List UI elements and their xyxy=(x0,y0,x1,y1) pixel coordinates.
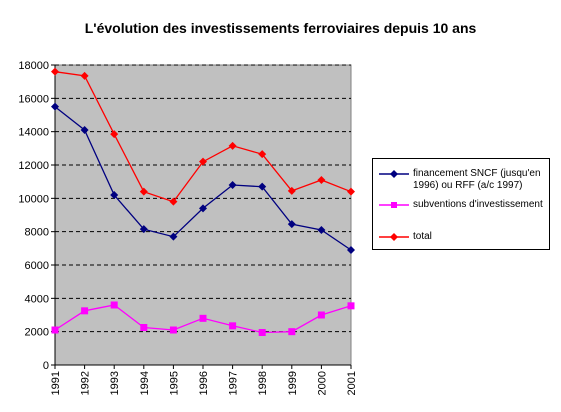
data-point-2-2000 xyxy=(317,176,326,184)
y-tick-label-8000: 8000 xyxy=(25,227,49,239)
x-tick-label-1994: 1994 xyxy=(139,371,151,395)
series-1 xyxy=(51,301,355,336)
data-point-2-2001 xyxy=(347,187,355,196)
series xyxy=(51,67,355,336)
x-axis-tick-labels: 1991 1992 1993 1994 1995 1996 1997 1998 1999 2000… xyxy=(50,371,358,395)
data-point-2-1994 xyxy=(139,187,148,196)
x-tick-label-1992: 1992 xyxy=(80,371,92,395)
x-tick-label-1998: 1998 xyxy=(257,371,269,395)
y-tick-label-18000: 18000 xyxy=(18,60,49,72)
legend-swatch-subventions xyxy=(379,202,409,208)
x-tick-label-2001: 2001 xyxy=(346,371,358,395)
chart-title: L'évolution des investissements ferrovia… xyxy=(84,20,477,36)
legend-label-subventions: subventions d'investissement xyxy=(413,199,543,210)
data-point-1-1993 xyxy=(110,301,118,309)
data-point-1-1996 xyxy=(199,314,207,322)
y-tick-label-10000: 10000 xyxy=(18,193,49,205)
x-tick-label-1997: 1997 xyxy=(228,371,240,395)
data-point-1-1992 xyxy=(81,307,89,315)
data-point-0-1996 xyxy=(199,204,207,213)
data-point-0-1998 xyxy=(258,182,267,191)
data-point-2-1998 xyxy=(258,150,267,159)
legend-label-total: total xyxy=(413,231,432,242)
x-tick-label-1991: 1991 xyxy=(50,371,62,395)
y-tick-label-12000: 12000 xyxy=(18,160,49,172)
legend-label-line-2: 1996) ou RFF (a/c 1997) xyxy=(413,180,523,191)
data-point-1-2000 xyxy=(317,311,325,319)
data-point-1-1997 xyxy=(229,322,237,330)
x-tick-label-1999: 1999 xyxy=(287,371,299,395)
data-point-0-1991 xyxy=(51,102,59,111)
data-point-1-2001 xyxy=(347,302,355,310)
data-point-0-1995 xyxy=(169,232,178,241)
legend-swatch-financement xyxy=(379,170,409,178)
x-tick-label-1996: 1996 xyxy=(198,371,210,395)
data-point-0-1993 xyxy=(110,191,119,199)
data-point-1-1994 xyxy=(140,324,148,331)
x-tick-label-1993: 1993 xyxy=(109,371,121,395)
data-point-1-1991 xyxy=(51,326,59,334)
legend-swatch-total xyxy=(379,233,409,241)
data-point-2-1992 xyxy=(80,71,89,80)
series-2 xyxy=(51,67,355,206)
legend-label-line-1: financement SNCF (jusqu'en xyxy=(413,168,541,179)
x-tick-label-2000: 2000 xyxy=(316,371,328,395)
y-tick-label-4000: 4000 xyxy=(25,293,49,305)
gridlines xyxy=(55,64,351,333)
y-axis-tick-labels: 0 2000 4000 6000 8000 10000 12000 14000 16000 180… xyxy=(18,60,49,372)
y-tick-label-16000: 16000 xyxy=(18,93,49,105)
data-point-0-1992 xyxy=(80,126,89,134)
data-point-0-1997 xyxy=(228,181,237,189)
data-point-2-1996 xyxy=(199,157,207,166)
data-point-0-1999 xyxy=(287,220,296,229)
data-point-1-1999 xyxy=(288,328,296,336)
series-0 xyxy=(51,102,355,254)
y-tick-label-2000: 2000 xyxy=(25,327,49,339)
legend-label-financement: financement SNCF (jusqu'en 1996) ou RFF … xyxy=(413,168,551,192)
x-tick-label-1995: 1995 xyxy=(168,371,180,395)
data-point-2-1999 xyxy=(287,186,296,195)
legend: financement SNCF (jusqu'en 1996) ou RFF … xyxy=(372,158,550,250)
data-point-2-1991 xyxy=(51,67,59,76)
data-point-0-1994 xyxy=(139,225,148,234)
data-point-2-1995 xyxy=(169,197,178,206)
y-tick-label-6000: 6000 xyxy=(25,260,49,272)
data-point-0-2000 xyxy=(317,226,326,234)
data-point-2-1993 xyxy=(110,130,119,139)
data-point-0-2001 xyxy=(347,246,355,254)
data-point-1-1998 xyxy=(258,329,266,336)
axes xyxy=(51,64,352,369)
data-point-2-1997 xyxy=(228,141,237,150)
y-tick-label-0: 0 xyxy=(43,360,49,372)
y-tick-label-14000: 14000 xyxy=(18,127,49,139)
data-point-1-1995 xyxy=(169,326,177,334)
